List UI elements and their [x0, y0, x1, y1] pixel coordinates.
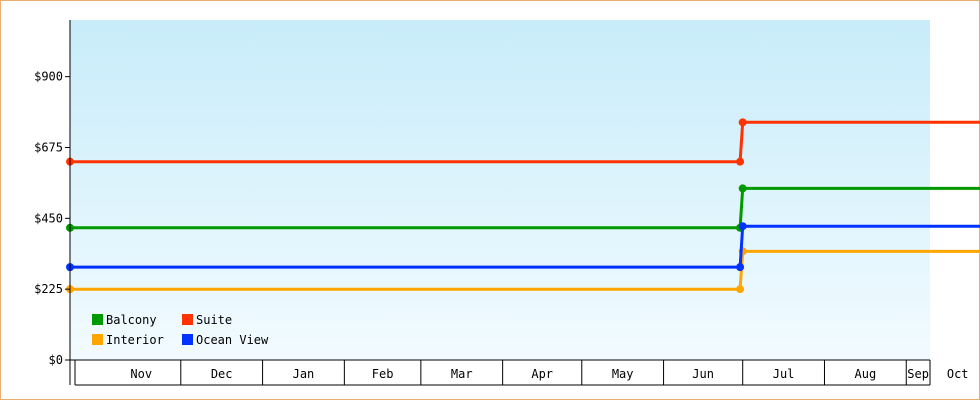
- plot-area: [70, 20, 930, 360]
- y-tick-label: $225: [34, 282, 63, 296]
- series-ocean-view: [66, 222, 980, 272]
- legend: Balcony Suite Interior Ocean View: [92, 313, 269, 347]
- month-label: Nov: [130, 367, 152, 381]
- y-tick-label: $450: [34, 211, 63, 225]
- legend-label: Suite: [196, 313, 232, 327]
- legend-label: Interior: [106, 333, 164, 347]
- axes: $0 $225 $450 $675 $900 Nov Dec Jan Feb Mar Apr May J…: [34, 20, 969, 386]
- month-label: Jul: [773, 367, 795, 381]
- month-label: Sep: [907, 367, 929, 381]
- series-line: [70, 186, 980, 230]
- data-point: [736, 157, 745, 166]
- legend-swatch: [92, 334, 103, 345]
- month-label: Jan: [293, 367, 315, 381]
- legend-label: Balcony: [106, 313, 157, 327]
- data-point: [738, 184, 747, 193]
- data-point: [738, 118, 747, 127]
- month-label: Oct: [947, 367, 969, 381]
- legend-swatch: [92, 314, 103, 325]
- legend-label: Ocean View: [196, 333, 269, 347]
- month-label: Mar: [451, 367, 473, 381]
- data-point: [736, 285, 745, 294]
- month-label: Jun: [692, 367, 714, 381]
- month-label: Apr: [531, 367, 553, 381]
- month-label: Feb: [372, 367, 394, 381]
- y-tick-label: $0: [49, 353, 63, 367]
- month-label: Aug: [855, 367, 877, 381]
- data-point: [736, 263, 745, 272]
- data-point: [738, 222, 747, 231]
- series-line: [70, 224, 980, 269]
- y-tick-label: $900: [34, 70, 63, 84]
- legend-swatch: [182, 314, 193, 325]
- series-line: [70, 120, 980, 164]
- series-layer: [66, 118, 980, 294]
- y-tick-label: $675: [34, 141, 63, 155]
- legend-swatch: [182, 334, 193, 345]
- month-label: Dec: [211, 367, 233, 381]
- month-label: May: [612, 367, 634, 381]
